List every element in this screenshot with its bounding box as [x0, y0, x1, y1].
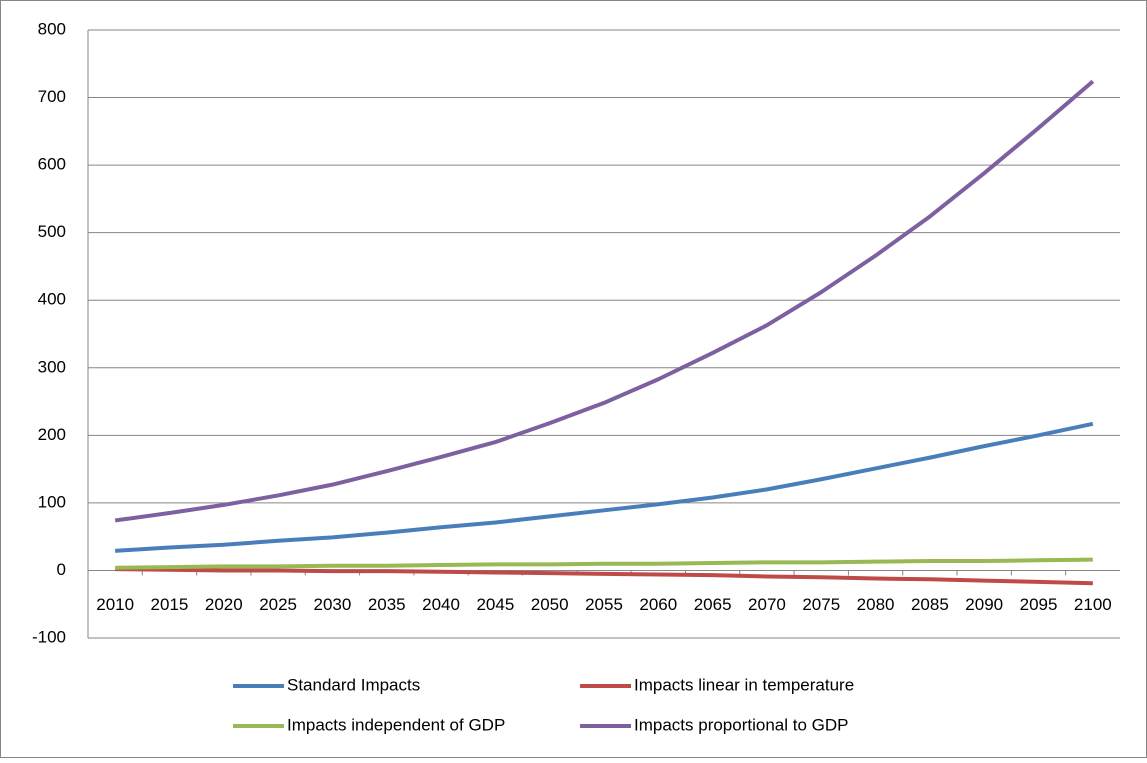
y-tick-label: 200 — [38, 425, 66, 444]
y-tick-label: -100 — [32, 627, 66, 646]
x-tick-label: 2055 — [585, 595, 623, 614]
y-tick-label: 600 — [38, 155, 66, 174]
legend-label: Impacts independent of GDP — [287, 715, 505, 734]
x-tick-label: 2075 — [802, 595, 840, 614]
x-tick-label: 2035 — [368, 595, 406, 614]
x-tick-label: 2085 — [911, 595, 949, 614]
x-tick-label: 2025 — [259, 595, 297, 614]
y-tick-label: 700 — [38, 87, 66, 106]
y-tick-label: 800 — [38, 19, 66, 38]
x-tick-label: 2020 — [205, 595, 243, 614]
series-line — [115, 567, 1093, 586]
y-tick-label: 400 — [38, 290, 66, 309]
legend-label: Impacts proportional to GDP — [634, 715, 848, 734]
x-tick-label: 2060 — [639, 595, 677, 614]
y-tick-label: 300 — [38, 357, 66, 376]
series-line — [114, 79, 1095, 523]
x-tick-label: 2010 — [96, 595, 134, 614]
series-line — [115, 421, 1094, 553]
x-tick-label: 2045 — [476, 595, 514, 614]
y-tick-label: 100 — [38, 492, 66, 511]
x-tick-label: 2090 — [965, 595, 1003, 614]
x-tick-label: 2100 — [1074, 595, 1112, 614]
y-tick-label: 0 — [57, 560, 66, 579]
y-tick-label: 500 — [38, 222, 66, 241]
x-tick-label: 2040 — [422, 595, 460, 614]
x-tick-label: 2030 — [314, 595, 352, 614]
legend-label: Standard Impacts — [287, 675, 420, 694]
legend-label: Impacts linear in temperature — [634, 675, 854, 694]
x-tick-label: 2015 — [151, 595, 189, 614]
x-tick-label: 2065 — [694, 595, 732, 614]
x-tick-label: 2050 — [531, 595, 569, 614]
series-line — [115, 557, 1093, 570]
x-tick-label: 2080 — [857, 595, 895, 614]
x-tick-label: 2095 — [1020, 595, 1058, 614]
x-tick-label: 2070 — [748, 595, 786, 614]
